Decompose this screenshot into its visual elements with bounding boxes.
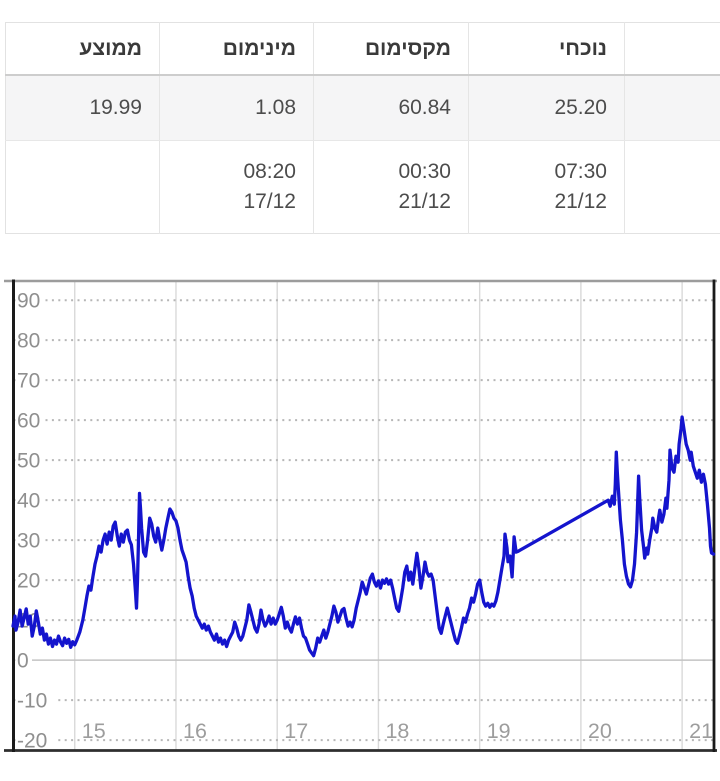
y-axis-tick-label: 50: [17, 450, 40, 473]
y-label-bg: [15, 411, 44, 430]
y-label-bg: [15, 731, 55, 750]
y-label-bg: [15, 571, 44, 590]
y-axis-tick-label: 20: [17, 570, 40, 593]
x-axis-tick-label: 16: [183, 719, 207, 743]
y-axis-tick-label: 0: [17, 650, 29, 673]
time-line: 21/12: [554, 190, 607, 213]
column-header: מינימום: [159, 22, 314, 76]
wind-stats-table: (קמ"ש)נוכחימקסימוםמינימוםממוצעמהירות הרו…: [5, 22, 720, 234]
time-line: 07:30: [554, 160, 607, 183]
column-header: ממוצע: [5, 22, 160, 76]
y-axis-tick-label: 30: [17, 530, 40, 553]
wind-speed-label-cell: מהירות הרוח: [624, 75, 720, 141]
unit-header-cell: (קמ"ש): [624, 22, 720, 76]
y-label-bg: [15, 491, 44, 510]
y-label-bg: [15, 371, 44, 390]
measure-time-label-cell: שעת מדידה: [624, 140, 720, 234]
column-header: נוכחי: [468, 22, 625, 76]
y-axis-tick-label: -10: [17, 690, 47, 713]
y-label-bg: [15, 531, 44, 550]
x-axis-tick-label: 19: [487, 719, 511, 743]
y-axis-tick-label: 40: [17, 490, 40, 513]
time-value-cell: [5, 140, 160, 234]
time-line: 17/12: [243, 190, 296, 213]
y-axis-tick-label: 90: [17, 290, 40, 313]
y-axis-tick-label: 80: [17, 330, 40, 353]
x-axis-tick-label: 15: [82, 719, 106, 743]
stat-value-cell: 25.20: [468, 75, 625, 141]
x-axis-tick-label: 20: [588, 719, 612, 743]
stat-value-cell: 19.99: [5, 75, 160, 141]
wind-stats-table-wrap: (קמ"ש)נוכחימקסימוםמינימוםממוצעמהירות הרו…: [5, 22, 720, 234]
y-label-bg: [15, 691, 55, 710]
column-header: מקסימום: [313, 22, 469, 76]
wind-speed-series-line: [11, 415, 716, 658]
table-row: שעת מדידה 07:30 21/12 00:30 21/12 08:20 17/12: [5, 140, 720, 234]
time-line: 08:20: [243, 160, 296, 183]
y-label-bg: [15, 291, 44, 310]
time-line: 00:30: [398, 160, 451, 183]
x-axis-tick-label: 18: [385, 719, 409, 743]
time-value-cell: 07:30 21/12: [468, 140, 625, 234]
stat-value-cell: 60.84: [313, 75, 469, 141]
y-label-bg: [15, 651, 32, 670]
y-axis-tick-label: -20: [17, 730, 47, 753]
stat-value-cell: 1.08: [159, 75, 314, 141]
time-line: 21/12: [398, 190, 451, 213]
x-axis-tick-label: 17: [284, 719, 308, 743]
x-axis-tick-label: 21: [689, 719, 713, 743]
y-axis-tick-label: 70: [17, 370, 40, 393]
y-label-bg: [15, 331, 44, 350]
time-value-cell: 00:30 21/12: [313, 140, 469, 234]
time-value-cell: 08:20 17/12: [159, 140, 314, 234]
y-axis-tick-label: 60: [17, 410, 40, 433]
y-label-bg: [15, 451, 44, 470]
